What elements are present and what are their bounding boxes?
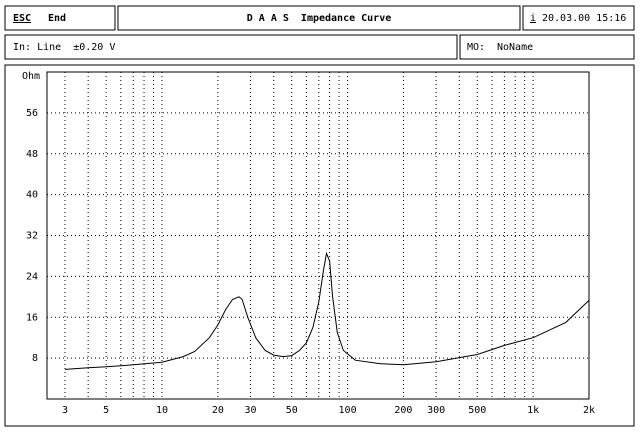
escape-key: ESC (13, 13, 31, 24)
x-tick-label: 2k (583, 405, 595, 416)
y-tick-label: 8 (32, 353, 38, 364)
x-tick-label: 20 (212, 405, 224, 416)
y-tick-label: 16 (26, 312, 38, 323)
info-key: i (530, 13, 536, 24)
x-tick-label: 10 (156, 405, 168, 416)
memory-box[interactable] (459, 34, 635, 60)
x-tick-label: 100 (339, 405, 357, 416)
title: D A A S Impedance Curve (247, 13, 392, 24)
y-tick-label: 24 (26, 271, 38, 282)
title-box (117, 5, 521, 31)
y-tick-label: 56 (26, 108, 38, 119)
escape-action: End (48, 13, 66, 24)
y-tick-label: 48 (26, 149, 38, 160)
memory-key: MO: (467, 42, 485, 53)
y-axis-label: Ohm (22, 71, 40, 82)
x-tick-label: 30 (245, 405, 257, 416)
y-tick-label: 40 (26, 190, 38, 201)
input-box (4, 34, 458, 60)
escape-button[interactable] (4, 5, 116, 31)
input-setting: In: Line ±0.20 V (13, 42, 115, 53)
y-tick-label: 32 (26, 231, 38, 242)
x-tick-label: 300 (427, 405, 445, 416)
chart-frame (4, 64, 635, 427)
x-tick-label: 500 (468, 405, 486, 416)
x-tick-label: 50 (286, 405, 298, 416)
timestamp: 20.03.00 15:16 (542, 13, 626, 24)
info-box[interactable] (522, 5, 635, 31)
x-tick-label: 5 (103, 405, 109, 416)
impedance-curve (64, 251, 590, 370)
x-tick-label: 3 (62, 405, 68, 416)
x-tick-label: 1k (527, 405, 539, 416)
x-tick-label: 200 (394, 405, 412, 416)
memory-name: NoName (497, 42, 533, 53)
